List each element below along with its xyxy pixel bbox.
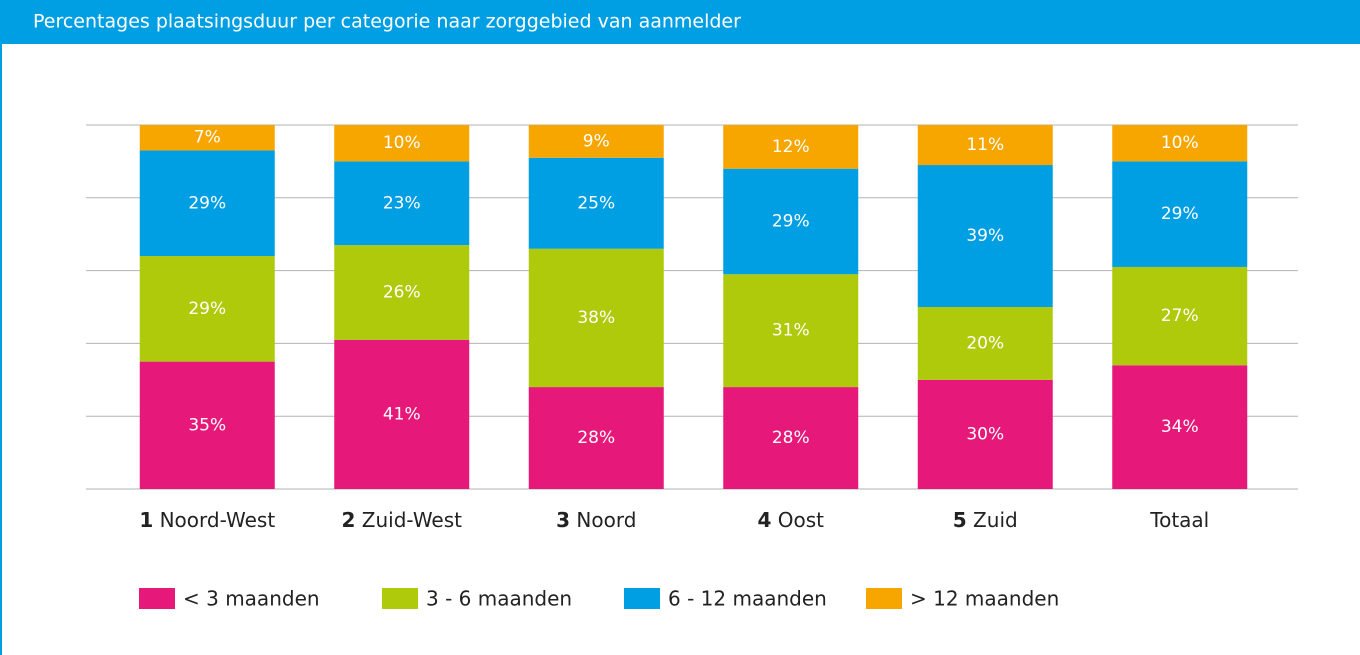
bar-segment (528, 248, 664, 388)
value-label: 30% (966, 424, 1004, 444)
legend-label: 3 - 6 maanden (426, 587, 572, 611)
bar-segment (1112, 266, 1248, 366)
bar-segment (1112, 125, 1248, 162)
value-label: 28% (772, 428, 810, 448)
bar-segment (723, 168, 859, 275)
value-label: 31% (772, 321, 810, 341)
value-label: 29% (1161, 204, 1199, 224)
legend-label: > 12 maanden (910, 587, 1059, 611)
bar-segment (139, 150, 275, 257)
bar-segment (334, 125, 470, 162)
bar-segment (917, 379, 1053, 489)
bar-segment (528, 125, 664, 158)
value-label: 10% (1161, 133, 1199, 153)
bar-segment (528, 157, 664, 249)
value-label: 9% (583, 131, 610, 151)
value-label: 35% (188, 415, 226, 435)
value-label: 26% (383, 282, 421, 302)
bar-segment (917, 165, 1053, 307)
bar-segment (723, 274, 859, 388)
chart-title: Percentages plaatsingsduur per categorie… (33, 11, 741, 33)
x-tick-label: 3 Noord (556, 508, 637, 532)
value-label: 29% (188, 193, 226, 213)
value-label: 38% (577, 308, 615, 328)
x-tick-label: 1 Noord-West (139, 508, 276, 532)
legend-swatch (624, 588, 660, 609)
value-label: 12% (772, 137, 810, 157)
value-label: 34% (1161, 417, 1199, 437)
bar-segment (723, 387, 859, 489)
bar-segment (139, 256, 275, 362)
value-label: 27% (1161, 306, 1199, 326)
value-label: 11% (966, 135, 1004, 155)
bar-segment (139, 125, 275, 151)
bar-segment (723, 125, 859, 169)
legend-swatch (382, 588, 418, 609)
left-border (0, 0, 2, 655)
bar-segment (528, 387, 664, 489)
bar-segment (1112, 161, 1248, 267)
bar-segment (334, 161, 470, 246)
x-tick-label: Totaal (1150, 508, 1210, 532)
legend-label: 6 - 12 maanden (668, 587, 827, 611)
x-tick-label: 4 Oost (757, 508, 825, 532)
value-label: 29% (188, 299, 226, 319)
x-tick-label: 5 Zuid (952, 508, 1018, 532)
value-label: 41% (383, 404, 421, 424)
x-tick-label: 2 Zuid-West (341, 508, 462, 532)
value-label: 7% (194, 128, 221, 148)
legend-swatch (139, 588, 175, 609)
value-label: 20% (966, 333, 1004, 353)
value-label: 23% (383, 193, 421, 213)
bar-segment (1112, 365, 1248, 489)
bar-segment (917, 125, 1053, 166)
bar-segment (139, 361, 275, 489)
bar-segment (334, 339, 470, 489)
value-label: 28% (577, 428, 615, 448)
bar-segment (917, 307, 1053, 380)
value-label: 10% (383, 133, 421, 153)
value-label: 29% (772, 211, 810, 231)
legend-swatch (866, 588, 902, 609)
bar-segment (334, 245, 470, 340)
value-label: 25% (577, 193, 615, 213)
value-label: 39% (966, 226, 1004, 246)
header-bar (0, 0, 1360, 44)
legend-label: < 3 maanden (183, 587, 320, 611)
